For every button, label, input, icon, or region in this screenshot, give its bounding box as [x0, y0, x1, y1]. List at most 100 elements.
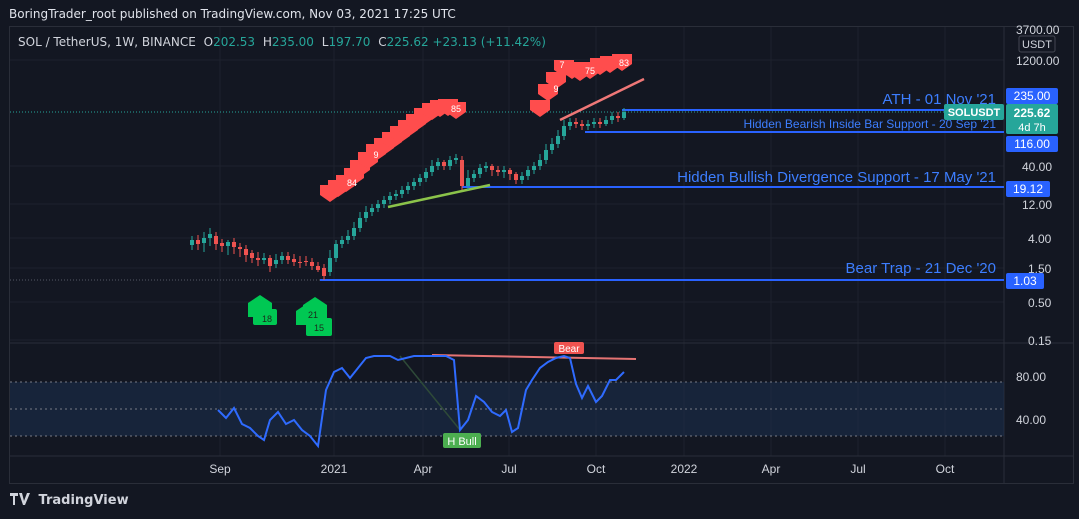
time-axis[interactable]: Sep 2021 Apr Jul Oct 2022 Apr Jul Oct	[209, 462, 955, 476]
candle-body	[502, 170, 506, 172]
badge-hidden-bearish-text: 116.00	[1014, 137, 1050, 151]
badge-countdown-text: 4d 7h	[1018, 122, 1046, 134]
candle-body	[580, 124, 584, 126]
bear-label: Bear	[558, 344, 580, 355]
candle-body	[520, 176, 524, 180]
change-value: +23.13 (+11.42%)	[432, 35, 546, 49]
buy-signal-label: 15	[314, 323, 324, 333]
candle-body	[496, 170, 500, 172]
tradingview-logo-icon	[10, 493, 30, 505]
sell-signal	[538, 84, 558, 101]
candle-body	[340, 240, 344, 244]
tradingview-branding[interactable]: TradingView	[10, 492, 129, 508]
candle-body	[202, 238, 206, 243]
candle-body	[526, 170, 530, 176]
candle-body	[298, 262, 302, 263]
candle-body	[616, 116, 620, 118]
sell-signals: 84 9 85 9 7 75 83	[320, 54, 632, 202]
hbull-label: H Bull	[447, 436, 476, 448]
candle-body	[532, 166, 536, 170]
candle-body	[430, 166, 434, 172]
rsi-axis[interactable]: 80.00 40.00	[1016, 370, 1046, 427]
candle-body	[196, 240, 200, 244]
candle-body	[244, 249, 248, 255]
candle-body	[568, 122, 572, 126]
candle-body	[538, 160, 542, 166]
candle-body	[286, 256, 290, 260]
candle-body	[382, 200, 386, 204]
branding-text: TradingView	[38, 493, 129, 508]
buy-signal	[303, 297, 327, 319]
sell-signal-label: 75	[585, 66, 595, 76]
candle-body	[352, 228, 356, 236]
rsi-bear-div-line	[431, 354, 637, 360]
badge-symbol	[944, 104, 1004, 120]
sell-signal	[612, 54, 632, 71]
price-tick: 12.00	[1022, 198, 1052, 212]
badge-hidden-bullish-text: 19.12	[1013, 182, 1043, 196]
candle-body	[256, 258, 260, 260]
badge-symbol-text: SOLUSDT	[948, 107, 1001, 119]
candle-body	[316, 266, 320, 270]
buy-signals: 18 21 15	[248, 295, 332, 336]
bullish-trendline[interactable]	[387, 183, 491, 209]
time-tick: Jul	[501, 462, 516, 476]
candle-body	[514, 174, 518, 180]
bearish-trendline[interactable]	[559, 77, 645, 122]
candle-body	[394, 194, 398, 196]
badge-hidden-bullish	[1006, 181, 1050, 197]
candle-body	[376, 204, 380, 208]
sell-signal-label: 85	[451, 104, 461, 114]
badge-hidden-bearish	[1006, 136, 1058, 152]
currency-button[interactable]	[1018, 35, 1056, 53]
candle-body	[214, 236, 218, 244]
hbull-label-box	[443, 433, 481, 448]
sell-signal-label: 7	[559, 60, 564, 70]
rsi-band	[10, 382, 1004, 436]
candle-body	[598, 122, 602, 124]
candles	[190, 108, 626, 280]
rsi-line	[217, 354, 625, 449]
candle-body	[322, 268, 326, 276]
publisher-text: BoringTrader_root published on TradingVi…	[9, 7, 456, 21]
price-tick: 3700.00	[1016, 23, 1060, 37]
candle-body	[310, 262, 314, 266]
candle-body	[490, 166, 494, 170]
candle-body	[592, 122, 596, 124]
candle-body	[400, 190, 404, 194]
price-axis[interactable]: 3700.00 1200.00 40.00 12.00 4.00 1.50 0.…	[1016, 23, 1060, 348]
candle-body	[544, 150, 548, 160]
time-tick: 2021	[321, 462, 348, 476]
time-tick: Oct	[936, 462, 955, 476]
price-tick: 0.50	[1028, 296, 1052, 310]
high-value: 235.00	[271, 35, 314, 49]
time-tick: Apr	[762, 462, 781, 476]
close-value: 225.62	[386, 35, 429, 49]
buy-signal-label: 21	[308, 310, 318, 320]
candle-body	[280, 256, 284, 260]
time-tick: Apr	[414, 462, 433, 476]
candle-body	[268, 258, 272, 266]
candle-body	[334, 244, 338, 258]
bear-label-box	[554, 342, 584, 354]
time-tick: Sep	[209, 462, 231, 476]
hidden-bearish-annotation: Hidden Bearish Inside Bar Support - 20 S…	[744, 117, 997, 131]
candle-body	[448, 160, 452, 166]
sell-signal	[530, 100, 550, 117]
candle-body	[292, 259, 296, 262]
badge-bear-trap	[1006, 273, 1044, 289]
currency-label: USDT	[1022, 39, 1052, 51]
badge-last	[1006, 104, 1058, 134]
candle-body	[388, 196, 392, 200]
symbol-legend[interactable]: SOL / TetherUS, 1W, BINANCE O202.53 H235…	[18, 35, 546, 49]
rsi-tick: 80.00	[1016, 370, 1046, 384]
candle-body	[364, 212, 368, 218]
candle-body	[358, 218, 362, 228]
badge-ath-text: 235.00	[1014, 89, 1051, 103]
candle-body	[436, 162, 440, 166]
open-label: O	[203, 35, 214, 49]
buy-signal	[306, 318, 332, 336]
high-label: H	[262, 35, 272, 49]
rsi-bull-div-line	[399, 355, 461, 431]
